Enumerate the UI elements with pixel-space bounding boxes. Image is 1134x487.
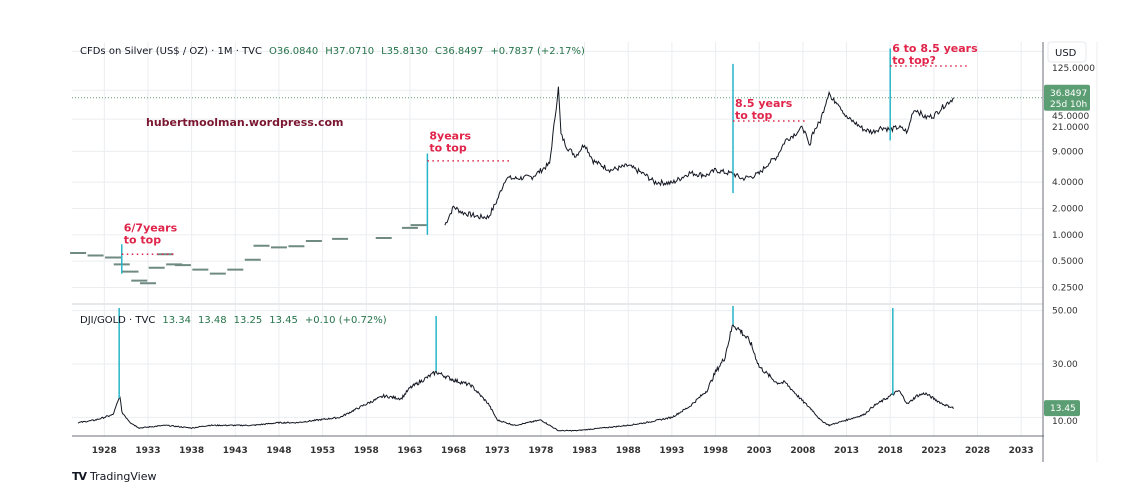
x-tick-label: 2023 [921, 446, 946, 456]
silver-high: H37.0710 [325, 46, 374, 57]
tradingview-logo[interactable]: TV TradingView [72, 470, 157, 483]
silver-low: L35.8130 [381, 46, 428, 57]
tradingview-brand: TradingView [90, 470, 157, 483]
y-tick-label-top: 4.0000 [1052, 178, 1084, 188]
x-tick-label: 1998 [703, 446, 728, 456]
y-tick-label-bottom: 50.00 [1052, 307, 1078, 317]
x-tick-label: 1943 [223, 446, 248, 456]
x-tick-label: 1988 [616, 446, 641, 456]
x-tick-label: 2028 [965, 446, 990, 456]
x-tick-label: 1948 [266, 446, 291, 456]
x-tick-label: 2013 [834, 446, 859, 456]
silver-event-annotation: to top? [892, 54, 936, 67]
x-tick-label: 1928 [92, 446, 117, 456]
dji-gold-last-price-badge: 13.45 [1044, 400, 1080, 417]
y-tick-label-bottom: 30.00 [1052, 360, 1078, 370]
dji-gold-open: 13.34 [162, 315, 191, 326]
x-tick-label: 1958 [354, 446, 379, 456]
x-tick-label: 1953 [310, 446, 335, 456]
silver-event-annotation: to top [429, 142, 466, 155]
y-tick-label-bottom: 10.00 [1052, 417, 1078, 427]
x-tick-label: 1933 [135, 446, 160, 456]
y-tick-label-top: 2.0000 [1052, 205, 1084, 215]
x-tick-label: 1963 [397, 446, 422, 456]
x-tick-label: 2033 [1009, 446, 1034, 456]
x-tick-label: 2018 [878, 446, 903, 456]
dji-gold-line [77, 323, 954, 432]
watermark-site: hubertmoolman.wordpress.com [146, 116, 344, 129]
x-tick-label: 1993 [659, 446, 684, 456]
x-tick-label: 1968 [441, 446, 466, 456]
dji-gold-last-price-label: 13.45 [1050, 404, 1076, 414]
currency-button[interactable]: USD [1047, 41, 1087, 63]
grid-layer [72, 42, 1043, 436]
silver-last-price-label: 36.8497 [1050, 89, 1087, 99]
silver-price-panel[interactable] [70, 48, 1043, 285]
silver-price-line [444, 86, 955, 226]
silver-title: CFDs on Silver (US$ / OZ) · 1M · TVC [80, 46, 262, 57]
silver-event-annotation: 6/7years [124, 221, 178, 234]
silver-event-annotation: 8years [429, 130, 471, 143]
silver-event-annotation: to top [735, 109, 772, 122]
y-tick-label-top: 9.0000 [1052, 147, 1084, 157]
dji-gold-high: 13.48 [198, 315, 227, 326]
silver-open: O36.0840 [269, 46, 318, 57]
silver-close: C36.8497 [435, 46, 483, 57]
dji-gold-close: 13.45 [269, 315, 298, 326]
silver-countdown-label: 25d 10h [1050, 100, 1087, 110]
x-tick-label: 1938 [179, 446, 204, 456]
axes-layer: 1928 1933 1938 1943 1948 1953 1958 1963 1968 1973… [72, 42, 1098, 462]
silver-legend: CFDs on Silver (US$ / OZ) · 1M · TVC O36… [80, 46, 585, 57]
y-tick-label-top: 0.2500 [1052, 284, 1084, 294]
y-tick-label-top: 21.0000 [1052, 123, 1089, 133]
x-tick-label: 2008 [790, 446, 815, 456]
silver-event-annotation: 6 to 8.5 years [892, 42, 978, 55]
tradingview-logo-icon: TV [72, 470, 87, 483]
y-tick-label-top: 45.0000 [1052, 112, 1089, 122]
y-tick-label-top: 125.0000 [1052, 64, 1095, 74]
y-tick-label-top: 1.0000 [1052, 231, 1084, 241]
x-tick-label: 1973 [485, 446, 510, 456]
y-tick-label-top: 0.5000 [1052, 257, 1084, 267]
dji-gold-low: 13.25 [234, 315, 263, 326]
silver-event-annotation: to top [124, 233, 161, 246]
dji-gold-legend: DJI/GOLD · TVC 13.34 13.48 13.25 13.45 +… [80, 315, 387, 326]
silver-event-annotation: 8.5 years [735, 97, 793, 110]
x-tick-label: 1983 [572, 446, 597, 456]
currency-label: USD [1055, 48, 1077, 59]
silver-change: +0.7837 (+2.17%) [490, 46, 585, 57]
dji-gold-change: +0.10 (+0.72%) [305, 315, 387, 326]
dji-gold-panel[interactable] [77, 306, 954, 432]
x-tick-label: 2003 [747, 446, 772, 456]
dji-gold-title: DJI/GOLD · TVC [80, 315, 155, 326]
x-tick-label: 1978 [528, 446, 553, 456]
